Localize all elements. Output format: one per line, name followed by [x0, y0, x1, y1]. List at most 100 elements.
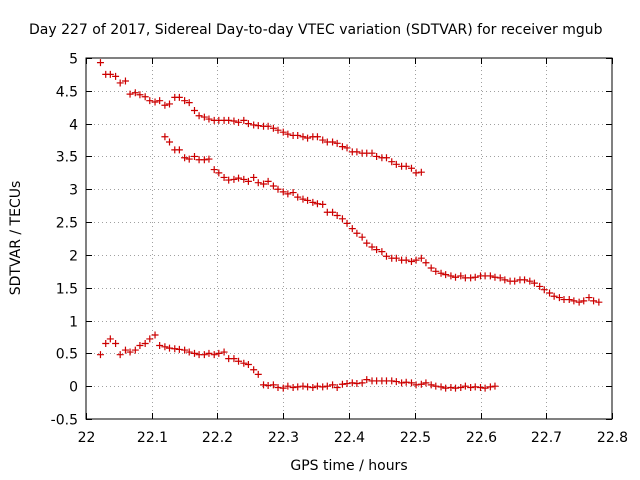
data-point	[570, 297, 578, 305]
x-tick-label: 22	[78, 430, 96, 446]
data-point	[269, 124, 277, 132]
data-point	[530, 279, 538, 287]
data-point	[368, 243, 376, 251]
data-point	[382, 252, 390, 260]
data-point	[407, 257, 415, 265]
chart-title: Day 227 of 2017, Sidereal Day-to-day VTE…	[29, 22, 603, 38]
data-point	[200, 351, 208, 359]
x-tick-label: 22.2	[202, 430, 233, 446]
data-point	[412, 256, 420, 264]
data-point	[402, 378, 410, 386]
data-point	[230, 175, 238, 183]
data-point	[220, 348, 228, 356]
data-point	[373, 246, 381, 254]
data-point	[264, 122, 272, 130]
data-point	[175, 93, 183, 101]
data-point	[319, 383, 327, 391]
data-point	[294, 383, 302, 391]
data-point	[190, 349, 198, 357]
data-point	[319, 200, 327, 208]
y-tick-label: 2	[69, 249, 78, 265]
data-point	[185, 99, 193, 107]
data-point	[220, 173, 228, 181]
data-point	[382, 154, 390, 162]
data-point	[575, 298, 583, 306]
data-point	[244, 120, 252, 128]
data-point	[452, 384, 460, 392]
data-point	[284, 190, 292, 198]
data-point	[136, 341, 144, 349]
data-point	[131, 89, 139, 97]
series-track-a	[96, 59, 425, 177]
y-tick-label: 4.5	[56, 85, 78, 101]
data-point	[185, 155, 193, 163]
data-point	[309, 198, 317, 206]
data-point	[467, 274, 475, 282]
y-tick-label: 5	[69, 52, 78, 68]
data-point	[550, 292, 558, 300]
data-point	[309, 383, 317, 391]
data-point	[363, 239, 371, 247]
data-point	[200, 113, 208, 121]
data-point	[279, 188, 287, 196]
data-point	[580, 297, 588, 305]
data-point	[299, 382, 307, 390]
data-point	[116, 79, 124, 87]
data-point	[225, 116, 233, 124]
data-point	[156, 341, 164, 349]
data-point	[319, 136, 327, 144]
data-point	[565, 296, 573, 304]
data-point	[521, 276, 529, 284]
data-point	[289, 189, 297, 197]
data-point	[585, 294, 593, 302]
data-point	[240, 175, 248, 183]
y-tick-label: 2.5	[56, 216, 78, 232]
axis-ticks	[86, 58, 613, 420]
series-track-b	[161, 133, 603, 306]
data-point	[294, 193, 302, 201]
data-point	[398, 379, 406, 387]
data-point	[185, 348, 193, 356]
data-point	[407, 164, 415, 172]
data-point	[156, 97, 164, 105]
data-point	[447, 383, 455, 391]
data-point	[422, 379, 430, 387]
x-tick-label: 22.1	[137, 430, 168, 446]
data-point	[343, 144, 351, 152]
data-point	[141, 340, 149, 348]
data-point	[313, 200, 321, 208]
y-tick-label: 1	[69, 315, 78, 331]
data-point	[274, 185, 282, 193]
data-point	[329, 208, 337, 216]
data-point	[190, 107, 198, 115]
data-point	[447, 272, 455, 280]
data-point	[96, 351, 104, 359]
data-point	[595, 298, 603, 306]
data-point	[461, 382, 469, 390]
data-point	[417, 254, 425, 262]
data-point	[304, 196, 312, 204]
data-point	[388, 377, 396, 385]
data-point	[121, 346, 129, 354]
data-point	[161, 343, 169, 351]
data-point	[471, 383, 479, 391]
data-point	[348, 379, 356, 387]
data-point	[230, 355, 238, 363]
data-point	[166, 138, 174, 146]
data-point	[304, 134, 312, 142]
data-point	[417, 380, 425, 388]
data-point	[102, 340, 110, 348]
data-point	[269, 381, 277, 389]
data-point	[427, 264, 435, 272]
data-point	[333, 383, 341, 391]
data-point	[254, 122, 262, 130]
data-point	[313, 382, 321, 390]
data-point	[427, 381, 435, 389]
x-tick-labels: 22 22.1 22.2 22.3 22.4 22.5 22.6 22.7 22.8	[78, 430, 629, 446]
y-tick-label: -0.5	[51, 413, 78, 429]
data-point	[264, 382, 272, 390]
data-point	[329, 381, 337, 389]
data-point	[338, 380, 346, 388]
data-point	[437, 269, 445, 277]
data-point	[338, 143, 346, 151]
